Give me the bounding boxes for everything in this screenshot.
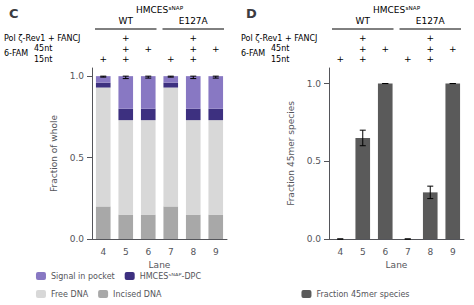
svg-text:Lane: Lane bbox=[149, 260, 171, 270]
svg-text:5: 5 bbox=[360, 247, 366, 257]
svg-text:+: + bbox=[336, 54, 344, 64]
svg-text:45nt: 45nt bbox=[34, 44, 52, 53]
svg-text:15nt: 15nt bbox=[271, 55, 289, 64]
svg-text:5: 5 bbox=[123, 247, 129, 257]
svg-text:+: + bbox=[449, 44, 457, 54]
svg-text:Lane: Lane bbox=[386, 260, 408, 270]
svg-text:+: + bbox=[359, 44, 367, 54]
svg-text:+: + bbox=[99, 54, 107, 64]
svg-text:45nt: 45nt bbox=[271, 44, 289, 53]
svg-text:+: + bbox=[144, 44, 152, 54]
svg-text:+: + bbox=[122, 54, 130, 64]
svg-text:HMCESˢᴺᴬᴾ: HMCESˢᴺᴬᴾ bbox=[136, 5, 184, 15]
svg-text:6-FAM: 6-FAM bbox=[241, 49, 265, 58]
svg-text:Free DNA: Free DNA bbox=[51, 290, 89, 299]
svg-text:Fraction of whole: Fraction of whole bbox=[49, 115, 59, 192]
svg-text:7: 7 bbox=[168, 247, 174, 257]
svg-text:C: C bbox=[9, 6, 19, 21]
svg-text:15nt: 15nt bbox=[34, 55, 52, 64]
svg-text:+: + bbox=[212, 44, 220, 54]
svg-text:Pol ζ-Rev1 + FANCJ: Pol ζ-Rev1 + FANCJ bbox=[241, 34, 317, 43]
svg-text:+: + bbox=[404, 54, 412, 64]
svg-text:+: + bbox=[381, 44, 389, 54]
svg-text:E127A: E127A bbox=[179, 16, 209, 26]
svg-text:6: 6 bbox=[145, 247, 151, 257]
svg-text:6-FAM: 6-FAM bbox=[4, 49, 28, 58]
svg-text:+: + bbox=[426, 54, 434, 64]
svg-text:Signal in pocket: Signal in pocket bbox=[51, 272, 115, 281]
svg-text:Fraction 45mer species: Fraction 45mer species bbox=[316, 290, 409, 299]
svg-text:E127A: E127A bbox=[416, 16, 446, 26]
svg-text:WT: WT bbox=[356, 16, 371, 26]
svg-text:Pol ζ-Rev1 + FANCJ: Pol ζ-Rev1 + FANCJ bbox=[4, 34, 80, 43]
svg-text:HMCESˢᴺᴬᴾ: HMCESˢᴺᴬᴾ bbox=[373, 5, 421, 15]
svg-text:8: 8 bbox=[427, 247, 433, 257]
svg-text:D: D bbox=[246, 6, 257, 21]
svg-text:Fraction 45mer species: Fraction 45mer species bbox=[286, 101, 296, 206]
svg-text:+: + bbox=[359, 54, 367, 64]
svg-text:4: 4 bbox=[100, 247, 106, 257]
svg-text:+: + bbox=[359, 33, 367, 43]
svg-text:1.0: 1.0 bbox=[307, 79, 322, 89]
svg-text:0.0: 0.0 bbox=[307, 234, 322, 244]
svg-text:Incised DNA: Incised DNA bbox=[113, 290, 162, 299]
svg-text:0.5: 0.5 bbox=[70, 153, 84, 163]
svg-text:9: 9 bbox=[213, 247, 219, 257]
svg-text:WT: WT bbox=[119, 16, 134, 26]
svg-text:8: 8 bbox=[190, 247, 196, 257]
svg-text:9: 9 bbox=[450, 247, 456, 257]
svg-text:6: 6 bbox=[382, 247, 388, 257]
svg-text:+: + bbox=[426, 44, 434, 54]
svg-text:+: + bbox=[426, 33, 434, 43]
svg-text:7: 7 bbox=[405, 247, 411, 257]
svg-text:+: + bbox=[189, 54, 197, 64]
svg-text:0.5: 0.5 bbox=[307, 156, 321, 166]
svg-text:+: + bbox=[189, 44, 197, 54]
svg-text:HMCESˢᴺᴬᴾ-DPC: HMCESˢᴺᴬᴾ-DPC bbox=[140, 272, 202, 281]
svg-text:1.0: 1.0 bbox=[70, 71, 85, 81]
svg-text:0.0: 0.0 bbox=[70, 234, 85, 244]
svg-text:+: + bbox=[189, 33, 197, 43]
svg-text:+: + bbox=[122, 44, 130, 54]
svg-text:4: 4 bbox=[337, 247, 343, 257]
svg-text:+: + bbox=[122, 33, 130, 43]
svg-text:+: + bbox=[167, 54, 175, 64]
